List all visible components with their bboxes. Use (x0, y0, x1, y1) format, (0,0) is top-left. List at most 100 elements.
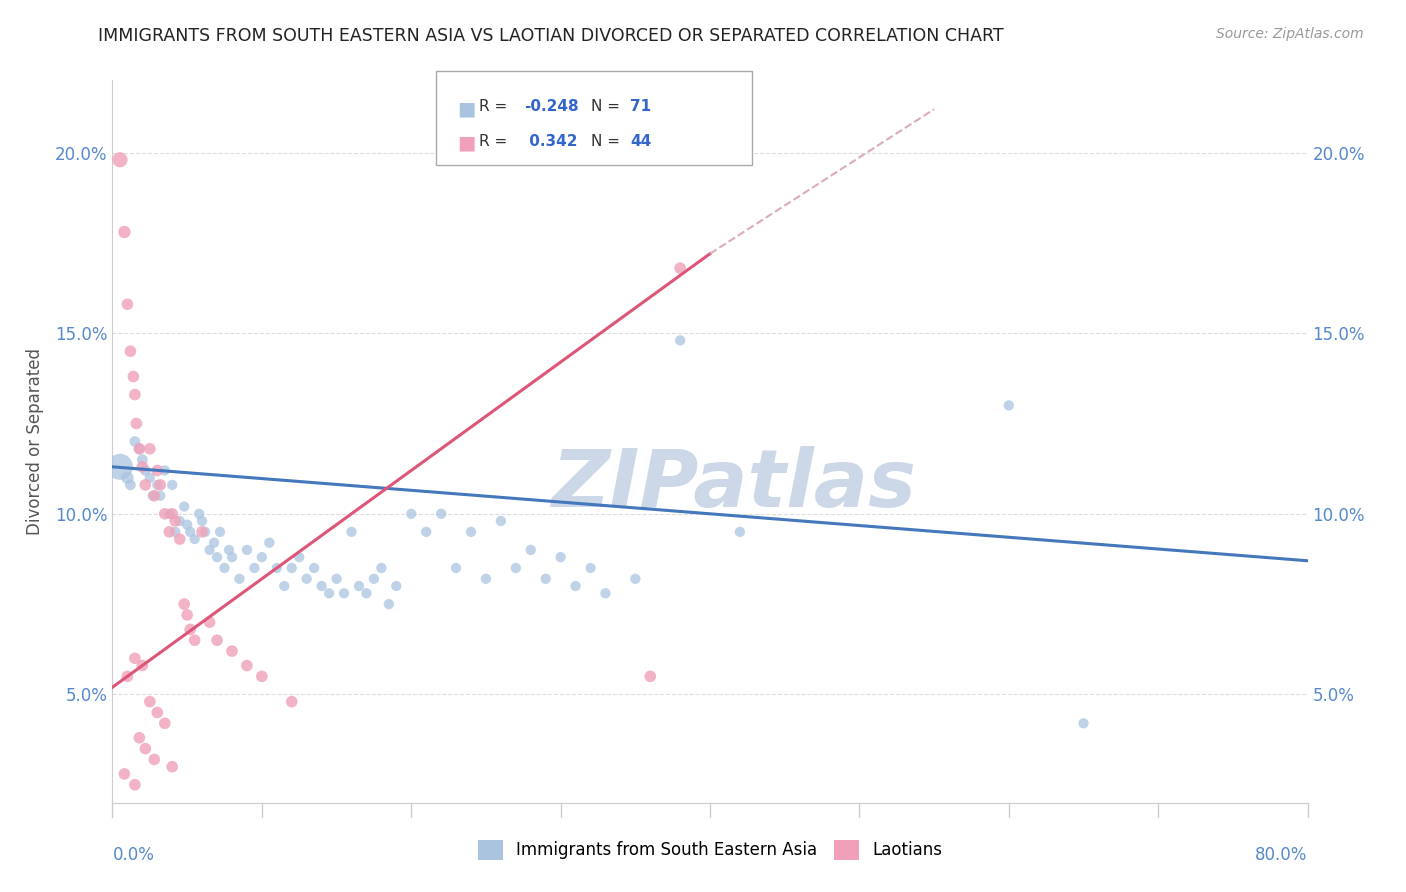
Point (460, 524, 482, 539)
Point (281, 695, 304, 709)
Point (333, 586, 356, 600)
Point (142, 489, 165, 503)
Point (221, 550, 243, 565)
Point (128, 442, 150, 456)
Point (149, 478, 172, 492)
Point (236, 542, 259, 557)
Point (176, 607, 198, 622)
Legend: Immigrants from South Eastern Asia, Laotians: Immigrants from South Eastern Asia, Laot… (471, 833, 949, 867)
Point (209, 524, 232, 539)
Point (139, 471, 162, 485)
Point (505, 561, 527, 575)
Point (128, 442, 150, 456)
Point (173, 597, 195, 611)
Point (131, 658, 153, 673)
Y-axis label: Divorced or Separated: Divorced or Separated (25, 348, 44, 535)
Point (114, 225, 135, 239)
Point (173, 500, 195, 514)
Point (998, 398, 1021, 412)
Point (117, 471, 139, 485)
Point (124, 434, 146, 449)
Point (146, 463, 169, 477)
Text: 71: 71 (630, 99, 651, 114)
Point (124, 651, 146, 665)
Point (579, 561, 602, 575)
Point (183, 532, 205, 546)
Point (430, 507, 453, 521)
Point (134, 463, 156, 477)
Point (143, 752, 166, 766)
Point (162, 507, 183, 521)
Point (134, 478, 156, 492)
Point (281, 561, 304, 575)
Text: 0.0%: 0.0% (112, 847, 155, 864)
Point (325, 572, 347, 586)
Point (489, 514, 512, 528)
Point (288, 550, 311, 565)
Point (550, 550, 572, 565)
Point (295, 572, 318, 586)
Point (131, 452, 153, 467)
Point (143, 489, 166, 503)
Point (624, 572, 647, 586)
Text: ■: ■ (457, 134, 475, 153)
Point (162, 760, 183, 774)
Text: 0.342: 0.342 (524, 134, 578, 149)
Point (169, 514, 191, 528)
Point (564, 579, 586, 593)
Point (311, 579, 333, 593)
Point (134, 741, 156, 756)
Point (169, 532, 191, 546)
Point (444, 561, 467, 575)
Point (124, 387, 146, 401)
Text: -0.248: -0.248 (524, 99, 579, 114)
Point (198, 615, 221, 630)
Point (117, 669, 139, 683)
Point (153, 507, 176, 521)
Point (157, 507, 180, 521)
Point (218, 542, 240, 557)
Point (302, 561, 325, 575)
Point (124, 778, 146, 792)
Point (475, 572, 498, 586)
Point (415, 524, 437, 539)
Point (176, 517, 198, 532)
Point (157, 524, 180, 539)
Point (378, 597, 401, 611)
Text: N =: N = (591, 134, 624, 149)
Point (179, 524, 201, 539)
Text: R =: R = (479, 99, 513, 114)
Point (250, 550, 273, 565)
Point (120, 344, 142, 359)
Point (179, 623, 201, 637)
Point (162, 478, 183, 492)
Point (108, 153, 131, 167)
Point (117, 297, 139, 311)
Point (669, 261, 692, 276)
Point (114, 767, 135, 781)
Point (205, 550, 228, 565)
Point (318, 586, 340, 600)
Point (221, 644, 243, 658)
Point (191, 524, 214, 539)
Text: IMMIGRANTS FROM SOUTH EASTERN ASIA VS LAOTIAN DIVORCED OR SEPARATED CORRELATION : IMMIGRANTS FROM SOUTH EASTERN ASIA VS LA… (98, 27, 1004, 45)
Text: 44: 44 (630, 134, 651, 149)
Text: R =: R = (479, 134, 513, 149)
Point (236, 658, 259, 673)
Point (347, 579, 370, 593)
Point (149, 489, 172, 503)
Point (108, 459, 131, 474)
Point (188, 507, 211, 521)
Point (370, 561, 392, 575)
Point (363, 572, 385, 586)
Point (139, 442, 162, 456)
Point (250, 669, 273, 683)
Point (165, 524, 187, 539)
Point (259, 535, 281, 549)
Point (146, 706, 169, 720)
Point (243, 561, 266, 575)
Point (340, 524, 363, 539)
Point (153, 716, 176, 731)
Point (128, 731, 150, 745)
Point (205, 633, 228, 648)
